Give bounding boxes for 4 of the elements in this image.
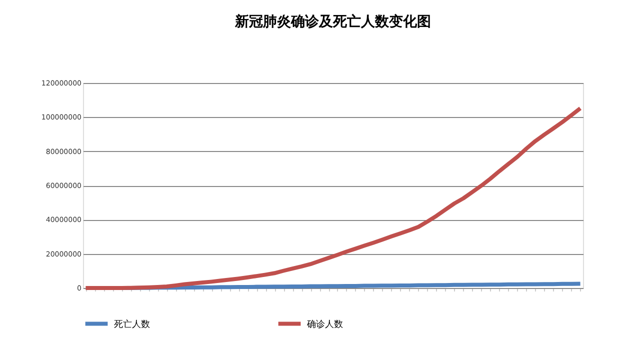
legend-label: 确诊人数 xyxy=(306,318,343,330)
chart-title: 新冠肺炎确诊及死亡人数变化图 xyxy=(234,13,431,30)
line-series xyxy=(84,106,582,290)
legend-label: 死亡人数 xyxy=(114,318,150,330)
